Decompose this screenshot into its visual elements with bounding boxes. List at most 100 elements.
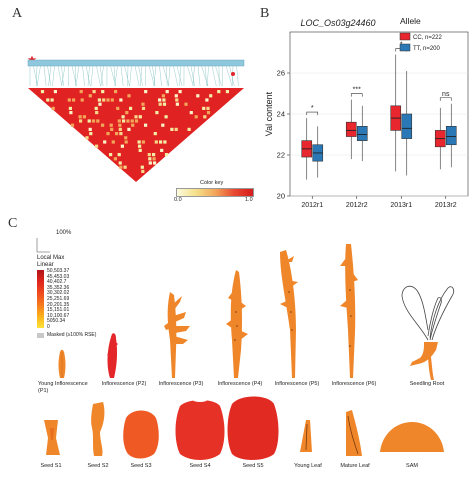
connector-line bbox=[35, 65, 38, 87]
ld-cell bbox=[85, 136, 89, 140]
y-tick-label: 20 bbox=[277, 192, 285, 201]
ld-cell bbox=[163, 140, 167, 144]
ld-cell bbox=[141, 140, 145, 144]
organ-inflorescence-p5 bbox=[280, 250, 298, 378]
ld-cell bbox=[109, 153, 113, 157]
legend-label: TT, n=200 bbox=[413, 46, 441, 52]
organ-sam bbox=[380, 422, 444, 452]
ld-cell bbox=[138, 115, 142, 119]
ld-cell bbox=[155, 111, 159, 115]
organ-seedling-root bbox=[401, 285, 455, 380]
ld-cell bbox=[170, 127, 174, 131]
panel-c-letter: C bbox=[8, 216, 18, 231]
connector-line bbox=[100, 65, 104, 87]
ld-cell bbox=[140, 165, 144, 169]
ld-cell bbox=[152, 153, 156, 157]
organ-label-seed-s1: Seed S1 bbox=[40, 463, 62, 469]
ld-cell bbox=[161, 94, 165, 98]
ld-cell bbox=[134, 115, 138, 119]
connector-line bbox=[179, 65, 181, 87]
organ-seed-s1 bbox=[44, 420, 60, 455]
connector-line bbox=[168, 65, 171, 87]
ld-cell bbox=[127, 94, 131, 98]
ld-cell bbox=[160, 148, 164, 152]
organ-young-inflorescence bbox=[58, 349, 66, 378]
organ-label-inflorescence-p6: Inflorescence (P6) bbox=[331, 381, 377, 387]
connector-line bbox=[173, 65, 178, 87]
ld-cell bbox=[148, 157, 152, 161]
connector-line bbox=[114, 65, 118, 87]
ld-cell bbox=[159, 140, 163, 144]
ld-cell bbox=[144, 90, 148, 94]
organ-label-inflorescence-p4: Inflorescence (P4) bbox=[217, 381, 263, 387]
ld-cell bbox=[114, 90, 118, 94]
ld-cell bbox=[89, 132, 93, 136]
ld-cell bbox=[184, 102, 188, 106]
ld-cell bbox=[141, 169, 145, 173]
ld-cell bbox=[79, 119, 83, 123]
connector-line bbox=[134, 65, 140, 87]
ld-cell bbox=[174, 127, 178, 131]
ld-cell bbox=[125, 111, 129, 115]
ld-cell bbox=[119, 98, 123, 102]
organ-label-seedling-root: Seedling Root bbox=[409, 381, 445, 387]
box bbox=[445, 126, 457, 146]
x-tick-label: 2012r2 bbox=[346, 202, 368, 209]
organ-label-young-inflorescence: Young Inflorescence (P1) bbox=[38, 381, 90, 394]
legend-title: Allele bbox=[400, 16, 421, 26]
ld-cell bbox=[110, 98, 114, 102]
ld-cell bbox=[137, 140, 141, 144]
connector-line bbox=[211, 65, 217, 87]
ld-cell bbox=[94, 106, 98, 110]
connector-line bbox=[138, 65, 143, 87]
connector-line bbox=[43, 65, 47, 87]
connector-line bbox=[61, 65, 66, 87]
organ-seed-s4 bbox=[175, 398, 225, 460]
connector-line bbox=[204, 65, 207, 87]
ld-cell bbox=[69, 111, 73, 115]
ld-cell bbox=[121, 115, 125, 119]
organ-inflorescence-p6 bbox=[340, 244, 358, 378]
organ-inflorescence-p2 bbox=[107, 333, 118, 378]
ld-cell bbox=[164, 153, 169, 157]
legend-value: 25,251.69 bbox=[47, 296, 70, 302]
ld-cell bbox=[91, 119, 96, 123]
ld-cell bbox=[119, 132, 123, 136]
connector-line bbox=[159, 65, 162, 87]
ld-cell bbox=[134, 119, 139, 123]
organ-label-inflorescence-p3: Inflorescence (P3) bbox=[158, 381, 204, 387]
ld-cell bbox=[111, 140, 115, 144]
ld-cell bbox=[175, 102, 179, 106]
ld-cell bbox=[51, 106, 55, 110]
snp-marker-dot bbox=[231, 72, 235, 76]
ld-cell bbox=[203, 115, 207, 119]
ld-cell bbox=[144, 123, 148, 127]
organ-inflorescence-p3 bbox=[164, 292, 190, 378]
legend-value: 15,151.01 bbox=[47, 307, 70, 314]
legend-value: 20,201.35 bbox=[47, 301, 70, 308]
connector-line bbox=[162, 65, 170, 87]
ld-cell bbox=[164, 115, 168, 119]
x-tick-label: 2013r1 bbox=[390, 202, 412, 209]
connector-line bbox=[75, 65, 80, 87]
connector-line bbox=[36, 65, 41, 87]
color-key-gradient bbox=[176, 188, 254, 197]
ld-cell bbox=[206, 111, 211, 115]
panel-a-letter: A bbox=[12, 6, 23, 21]
connector-line bbox=[229, 65, 235, 87]
ld-cell bbox=[217, 90, 221, 94]
significance-label: *** bbox=[353, 87, 361, 94]
color-key-label: Color key bbox=[200, 180, 224, 186]
connector-line bbox=[176, 65, 183, 87]
chart-title: LOC_Os03g24460 bbox=[300, 18, 375, 28]
ld-cell bbox=[152, 157, 156, 161]
ld-cell bbox=[194, 115, 198, 119]
organ-seed-s5 bbox=[227, 396, 279, 460]
star-marker-icon bbox=[27, 55, 37, 64]
ld-cell bbox=[106, 98, 110, 102]
connector-line bbox=[90, 65, 94, 87]
ld-cell bbox=[109, 123, 113, 127]
